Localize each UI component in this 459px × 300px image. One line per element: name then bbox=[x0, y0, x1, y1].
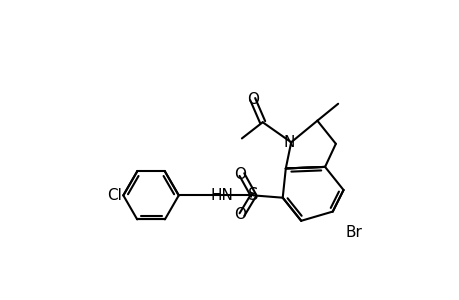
Text: O: O bbox=[234, 207, 246, 222]
Text: N: N bbox=[283, 135, 295, 150]
Text: Br: Br bbox=[344, 225, 361, 240]
Text: HN: HN bbox=[210, 188, 233, 203]
Text: O: O bbox=[246, 92, 258, 106]
Text: O: O bbox=[234, 167, 246, 182]
Text: Cl: Cl bbox=[106, 188, 122, 203]
Text: S: S bbox=[248, 186, 258, 204]
